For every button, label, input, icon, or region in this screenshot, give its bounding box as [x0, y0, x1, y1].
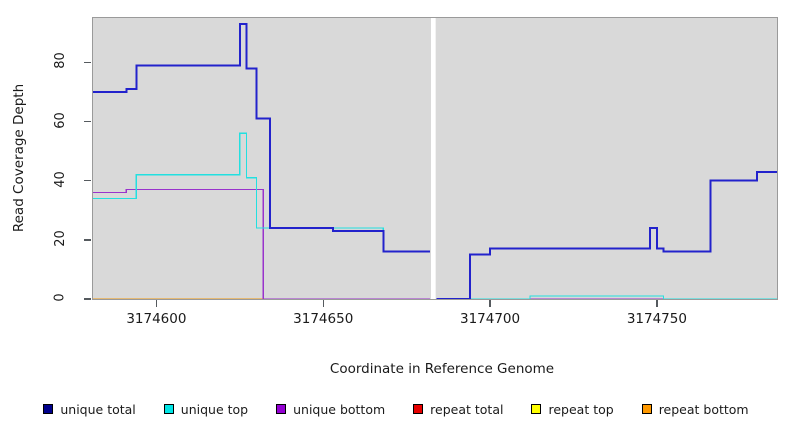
- legend-swatch-icon: [531, 404, 542, 414]
- legend-label: unique bottom: [293, 401, 386, 417]
- chart-legend: unique total unique top unique bottom repea…: [0, 396, 792, 422]
- x-tick-mark: [155, 300, 158, 307]
- legend-swatch-icon: [276, 404, 287, 414]
- legend-label: repeat total: [430, 401, 504, 417]
- legend-swatch-icon: [413, 404, 424, 414]
- x-tick-mark: [322, 300, 324, 307]
- legend-item-unique-top[interactable]: unique top: [163, 401, 249, 417]
- y-tick-mark: [84, 61, 91, 64]
- y-tick-label: 0: [52, 293, 68, 302]
- legend-item-unique-total[interactable]: unique total: [43, 401, 136, 417]
- x-axis-label: Coordinate in Reference Genome: [329, 361, 555, 377]
- series-line-unique-total: [93, 22, 430, 253]
- series-line-unique-top: [93, 132, 430, 253]
- x-tick-label: 3174700: [459, 311, 521, 327]
- x-tick-mark: [656, 300, 658, 307]
- y-axis-label: Read Coverage Depth: [11, 83, 27, 233]
- y-tick-label: 40: [52, 170, 68, 188]
- y-tick-label: 60: [52, 111, 68, 129]
- x-tick-label: 3174750: [626, 311, 687, 327]
- y-tick-mark: [84, 120, 91, 123]
- y-tick-label: 80: [52, 52, 68, 70]
- legend-swatch-icon: [43, 404, 54, 414]
- legend-label: unique total: [60, 401, 136, 417]
- legend-item-repeat-total[interactable]: repeat total: [413, 402, 503, 417]
- y-tick-mark: [84, 179, 91, 182]
- coverage-gap-region: [430, 18, 436, 299]
- x-tick-mark: [489, 300, 491, 307]
- series-line-unique-top: [436, 295, 777, 299]
- legend-label: unique top: [180, 401, 249, 417]
- series-line-unique-bottom: [93, 188, 430, 299]
- y-tick-mark: [84, 298, 91, 300]
- legend-item-repeat-top[interactable]: repeat top: [531, 401, 614, 417]
- legend-swatch-icon: [163, 404, 174, 414]
- legend-item-repeat-bottom[interactable]: repeat bottom: [641, 401, 749, 417]
- y-tick-mark: [84, 239, 91, 241]
- y-tick-label: 20: [52, 230, 68, 247]
- series-layer: [93, 18, 777, 299]
- legend-swatch-icon: [641, 404, 652, 414]
- plot-area: [92, 17, 778, 300]
- legend-label: repeat bottom: [658, 401, 749, 417]
- x-tick-label: 3174650: [293, 311, 354, 327]
- legend-label: repeat top: [548, 401, 614, 417]
- x-tick-label: 3174600: [126, 311, 187, 327]
- series-line-unique-total: [436, 170, 777, 299]
- legend-item-unique-bottom[interactable]: unique bottom: [276, 402, 385, 417]
